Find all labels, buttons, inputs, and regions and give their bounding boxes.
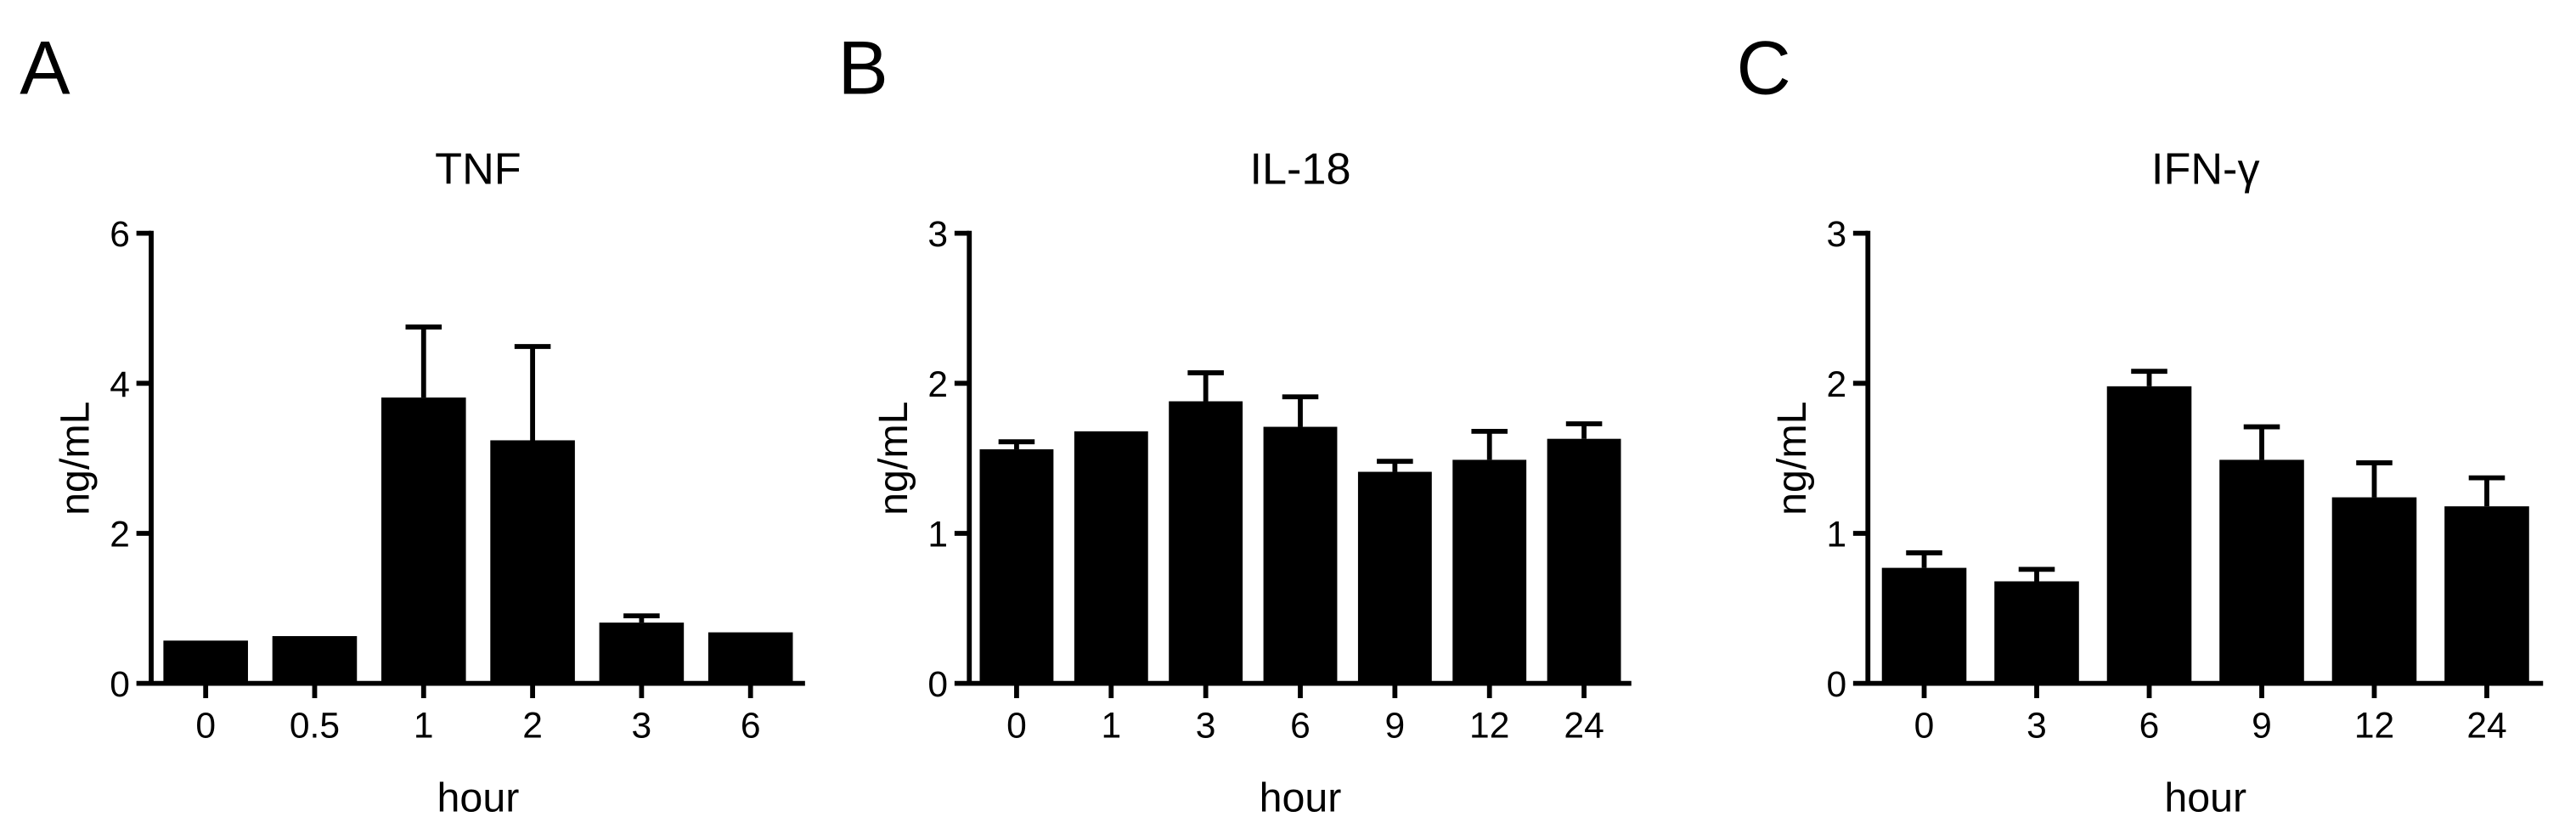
bar <box>2106 386 2192 684</box>
y-tick-label: 3 <box>927 214 948 255</box>
bar <box>490 440 575 684</box>
y-tick-label: 2 <box>927 364 948 405</box>
x-axis-label: hour <box>1260 775 1342 821</box>
chart-title: IL-18 <box>1249 145 1350 194</box>
bar <box>380 397 466 684</box>
x-tick-label: 6 <box>1290 705 1311 746</box>
panel-label: A <box>20 25 70 110</box>
chart-title: TNF <box>435 145 521 194</box>
x-tick-label: 9 <box>1385 705 1406 746</box>
bar <box>599 623 685 684</box>
x-tick-label: 6 <box>2139 705 2160 746</box>
chart-title: IFN-γ <box>2151 145 2260 194</box>
x-tick-label: 0 <box>1006 705 1027 746</box>
bar <box>163 640 248 684</box>
y-tick-label: 4 <box>110 364 130 405</box>
x-axis-label: hour <box>2164 775 2246 821</box>
x-tick-label: 2 <box>522 705 543 746</box>
x-tick-label: 1 <box>414 705 434 746</box>
panel-label: C <box>1737 25 1791 110</box>
y-tick-label: 0 <box>110 664 130 705</box>
x-tick-label: 3 <box>2026 705 2047 746</box>
x-tick-label: 24 <box>2466 705 2506 746</box>
bar <box>2444 506 2529 684</box>
x-tick-label: 12 <box>1469 705 1509 746</box>
x-tick-label: 0 <box>1914 705 1935 746</box>
x-tick-label: 3 <box>1196 705 1216 746</box>
bar <box>1169 401 1243 684</box>
bar <box>1357 471 1432 684</box>
bar <box>1263 426 1338 684</box>
y-tick-label: 6 <box>110 214 130 255</box>
bar <box>2219 459 2304 684</box>
bar <box>1547 438 1621 684</box>
x-tick-label: 12 <box>2354 705 2394 746</box>
y-tick-label: 0 <box>927 664 948 705</box>
y-tick-label: 3 <box>1826 214 1846 255</box>
panel-label: B <box>838 25 888 110</box>
y-tick-label: 2 <box>110 514 130 555</box>
bar <box>707 632 793 684</box>
y-axis-label: ng/mL <box>871 401 916 515</box>
x-tick-label: 9 <box>2252 705 2272 746</box>
x-tick-label: 3 <box>632 705 652 746</box>
x-axis-label: hour <box>437 775 520 821</box>
x-tick-label: 0.5 <box>290 705 340 746</box>
y-tick-label: 1 <box>927 514 948 555</box>
y-axis-label: ng/mL <box>1769 401 1815 515</box>
bar <box>272 635 358 684</box>
y-axis-label: ng/mL <box>53 401 99 515</box>
y-tick-label: 2 <box>1826 364 1846 405</box>
x-tick-label: 0 <box>195 705 216 746</box>
x-tick-label: 24 <box>1564 705 1604 746</box>
bar <box>1452 459 1527 684</box>
bar <box>2331 497 2417 684</box>
x-tick-label: 1 <box>1101 705 1121 746</box>
bar <box>1881 567 1967 684</box>
y-tick-label: 1 <box>1826 514 1846 555</box>
bar <box>1994 581 2079 684</box>
bar <box>1074 431 1148 684</box>
x-tick-label: 6 <box>741 705 761 746</box>
y-tick-label: 0 <box>1826 664 1846 705</box>
bar <box>979 449 1054 684</box>
